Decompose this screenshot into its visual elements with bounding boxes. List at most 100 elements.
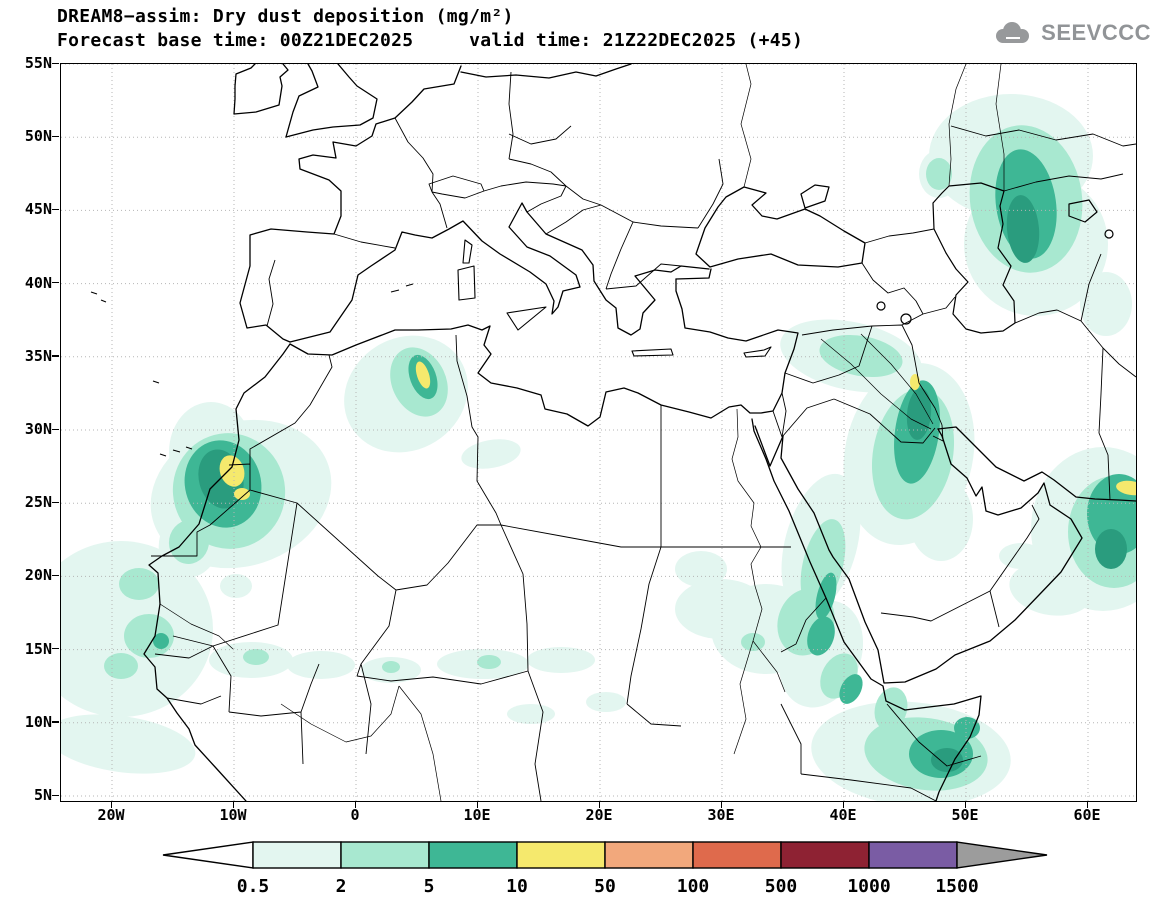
- legend-boundary-label: 1000: [847, 876, 890, 897]
- grid-layer: [61, 64, 1136, 801]
- map-frame: [60, 63, 1137, 802]
- legend-cell: [604, 841, 694, 869]
- lat-tick-mark: [52, 428, 59, 430]
- coast-ireland: [233, 64, 289, 115]
- lat-tick-mark: [52, 355, 59, 357]
- deposition-area-yellow: [234, 488, 250, 500]
- deposition-area-l3: [807, 616, 835, 656]
- deposition-area-l2: [104, 653, 138, 679]
- deposition-area-l3: [954, 717, 980, 739]
- legend-cell: [780, 841, 870, 869]
- dnieper-river: [740, 64, 752, 188]
- deposition-area-l2: [119, 568, 159, 600]
- legend-boundary-label: 100: [677, 876, 710, 897]
- lake-urmia: [900, 313, 912, 325]
- sicily: [506, 306, 547, 331]
- borders-horn-of-africa: [780, 597, 982, 801]
- legend-underflow-arrow: [162, 841, 254, 869]
- lat-tick-label: 10N: [24, 712, 52, 731]
- legend-boundary-label: 0.5: [237, 876, 270, 897]
- cloud-icon: [996, 22, 1030, 43]
- balearics: [390, 283, 414, 293]
- madeira: [152, 380, 160, 384]
- legend-boundary-label: 50: [594, 876, 616, 897]
- lat-tick-mark: [52, 62, 59, 64]
- lon-tick-label: 50E: [951, 806, 979, 824]
- legend-cell: [868, 841, 958, 869]
- legend-boundary-label: 2: [336, 876, 347, 897]
- lat-tick-mark: [52, 574, 59, 577]
- senegal-river: [159, 603, 234, 650]
- euphrates-river: [820, 338, 932, 430]
- lat-tick-label: 5N: [33, 786, 52, 804]
- islands: [90, 239, 772, 457]
- deposition-area-l1: [220, 574, 252, 598]
- lat-tick-mark: [52, 135, 59, 138]
- borders-central-asia: [950, 125, 1136, 501]
- coast-baltic: [460, 64, 632, 79]
- lon-tick-mark: [720, 801, 722, 808]
- lon-tick-label: 10W: [219, 806, 247, 824]
- logo-text: SEEVCCC: [1041, 20, 1151, 45]
- corsica: [462, 239, 473, 264]
- lat-tick-mark: [52, 208, 59, 211]
- legend-overflow-arrow: [956, 841, 1048, 869]
- coast-aegean-levant-africa: [289, 278, 799, 427]
- lon-tick-label: 20E: [585, 806, 613, 824]
- legend-boundary-label: 500: [765, 876, 798, 897]
- lat-tick-label: 50N: [24, 127, 52, 146]
- canary-islands: [159, 446, 193, 457]
- cyprus: [743, 346, 772, 358]
- lat-tick-mark: [52, 721, 59, 723]
- nile-river: [731, 408, 786, 755]
- coast-sinai: [754, 425, 784, 467]
- lat-tick-mark: [52, 282, 59, 284]
- deposition-area-l1: [507, 704, 555, 724]
- legend-colorbar: 0.5 2 5 10 50 100 500 1000 1500: [162, 841, 1048, 897]
- deposition-area-l1: [461, 439, 521, 469]
- borders-sahel: [154, 502, 802, 801]
- deposition-area-l3: [815, 572, 837, 620]
- deposition-area-l1: [1009, 562, 1093, 616]
- lat-tick-label: 35N: [24, 346, 52, 365]
- deposition-area-l3d: [1095, 529, 1127, 569]
- map-title: DREAM8−assim: Dry dust deposition (mg/m²…: [57, 6, 514, 27]
- lat-tick-label: 20N: [24, 566, 52, 585]
- lon-tick-label: 60E: [1073, 806, 1101, 824]
- dust-deposition-layer: [61, 94, 1136, 801]
- lon-tick-label: 10E: [463, 806, 491, 824]
- deposition-area-l2: [382, 661, 400, 673]
- lon-tick-label: 40E: [829, 806, 857, 824]
- legend-cell: [428, 841, 518, 869]
- lat-tick-label: 25N: [24, 493, 52, 512]
- deposition-area-l3d: [906, 388, 932, 440]
- legend-cell: [516, 841, 606, 869]
- lat-tick-mark: [52, 794, 59, 796]
- deposition-area-l1: [675, 551, 727, 587]
- coast-west-africa: [143, 343, 291, 801]
- lon-tick-mark: [598, 801, 600, 808]
- coast-iran-south: [937, 426, 1136, 502]
- deposition-area-l2: [243, 649, 269, 665]
- volga-river: [948, 64, 967, 187]
- deposition-area-yellow: [219, 455, 245, 487]
- lake-balkhash: [1104, 229, 1114, 239]
- lon-tick-label: 0: [350, 806, 360, 824]
- deposition-area-l3: [839, 674, 863, 704]
- deposition-area-yellow: [1116, 480, 1136, 496]
- rivers: [159, 64, 1005, 801]
- borders-europe: [266, 71, 724, 327]
- lon-tick-mark: [232, 801, 234, 808]
- deposition-area-l2: [926, 158, 952, 190]
- lon-tick-mark: [110, 801, 112, 808]
- coast-red-sea-west-somalia: [751, 418, 982, 801]
- lat-tick-mark: [52, 501, 59, 504]
- deposition-area-l1: [586, 692, 626, 712]
- lat-tick-label: 45N: [24, 200, 52, 219]
- lat-tick-label: 30N: [24, 420, 52, 438]
- lon-tick-mark: [964, 801, 966, 808]
- tigris-river: [860, 333, 934, 425]
- map-canvas: [61, 64, 1136, 801]
- deposition-area-l1: [61, 714, 196, 774]
- legend-cell: [252, 841, 342, 869]
